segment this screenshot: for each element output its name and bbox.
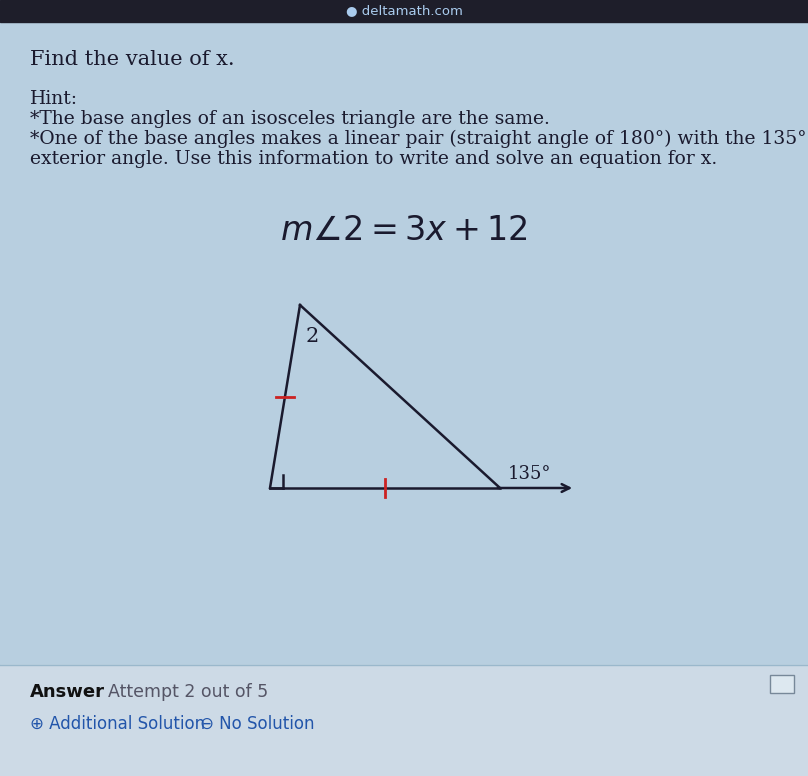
Text: *One of the base angles makes a linear pair (straight angle of 180°) with the 13: *One of the base angles makes a linear p… (30, 130, 806, 148)
Text: *The base angles of an isosceles triangle are the same.: *The base angles of an isosceles triangl… (30, 110, 550, 128)
Text: Find the value of x.: Find the value of x. (30, 50, 234, 69)
Text: exterior angle. Use this information to write and solve an equation for x.: exterior angle. Use this information to … (30, 150, 718, 168)
Bar (770, 675, 794, 693)
Text: 135°: 135° (508, 465, 552, 483)
Text: ⊕ Additional Solution: ⊕ Additional Solution (30, 715, 205, 733)
Bar (0, 0, 808, 22)
Text: Hint:: Hint: (30, 90, 78, 108)
Text: Attempt 2 out of 5: Attempt 2 out of 5 (108, 683, 268, 701)
Text: ● deltamath.com: ● deltamath.com (346, 5, 462, 18)
Text: 2: 2 (306, 327, 319, 346)
Bar (0, 665, 808, 776)
Text: ⊖ No Solution: ⊖ No Solution (200, 715, 314, 733)
Text: Answer: Answer (30, 683, 105, 701)
Text: $m\angle 2 = 3x + 12$: $m\angle 2 = 3x + 12$ (280, 215, 528, 247)
